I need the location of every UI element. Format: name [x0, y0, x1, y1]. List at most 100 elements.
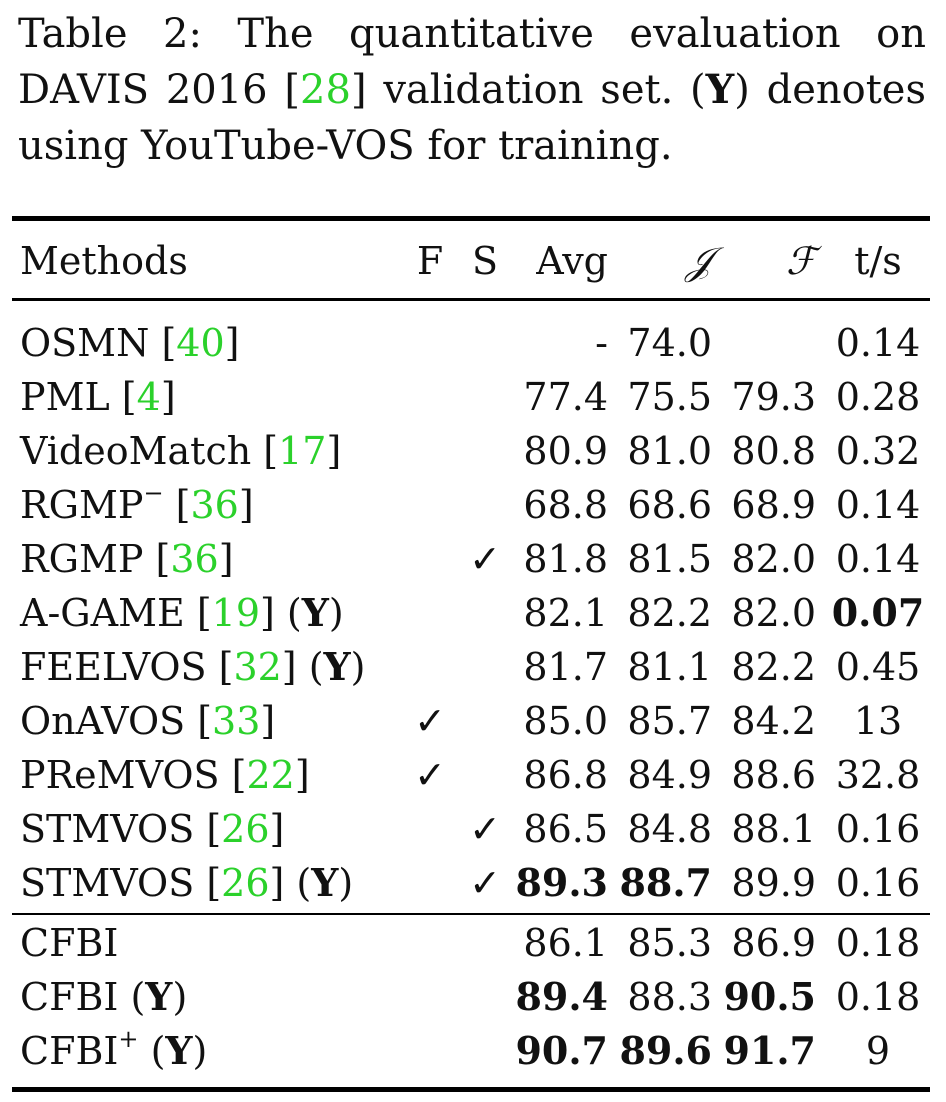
avg-value: 82.1 — [523, 591, 608, 635]
avg-value: 80.9 — [523, 429, 608, 473]
time-value: 0.14 — [835, 483, 921, 527]
s-check — [460, 972, 510, 1022]
f-measure-value: 79.3 — [731, 375, 816, 419]
time-value: 0.16 — [835, 807, 921, 851]
caption-suffix: ) denotes using YouTube-VOS for training… — [18, 67, 927, 169]
f-measure-value: 89.9 — [731, 861, 816, 905]
method-name: VideoMatch — [20, 429, 252, 473]
table-row-method: CFBI — [20, 918, 118, 968]
f-measure-value: 68.9 — [731, 483, 816, 527]
time-value: 13 — [853, 699, 903, 743]
time-value: 32.8 — [835, 753, 921, 797]
time-value: 0.14 — [835, 321, 921, 365]
table-caption: Table 2: The quantitative evaluation on … — [18, 11, 927, 169]
top-rule — [12, 216, 930, 221]
time-value: 0.45 — [835, 645, 921, 689]
f-check — [400, 804, 460, 854]
j-value: 85.3 — [627, 921, 712, 965]
avg-value: 81.8 — [523, 537, 608, 581]
j-value: 89.6 — [619, 1028, 712, 1073]
f-measure-value: 90.5 — [723, 974, 816, 1019]
table-row-method: STMVOS [26] (Y) — [20, 860, 354, 905]
method-name: OnAVOS — [20, 699, 186, 743]
s-check — [460, 318, 510, 368]
f-measure-value: 88.6 — [731, 753, 816, 797]
method-name: A-GAME — [20, 591, 185, 635]
s-check — [460, 372, 510, 422]
j-value: 88.7 — [619, 860, 712, 905]
method-superscript: + — [118, 1025, 139, 1054]
time-value: 9 — [865, 1029, 891, 1073]
f-check — [400, 372, 460, 422]
time-value: 0.18 — [835, 975, 921, 1019]
method-name: FEELVOS — [20, 645, 207, 689]
time-value: 0.16 — [835, 861, 921, 905]
table-row-method: VideoMatch [17] — [20, 429, 342, 473]
f-measure-value: 82.0 — [731, 591, 816, 635]
header-avg: Avg — [536, 239, 608, 283]
method-citation[interactable]: 33 — [212, 699, 261, 743]
j-value: 74.0 — [627, 321, 712, 365]
method-citation[interactable]: 19 — [211, 591, 260, 635]
f-check — [400, 480, 460, 530]
s-check — [460, 480, 510, 530]
table-row-method: STMVOS [26] — [20, 807, 285, 851]
method-name: CFBI — [20, 1029, 119, 1073]
f-measure-value: 82.0 — [731, 537, 816, 581]
method-name: RGMP — [20, 483, 144, 527]
table-row-method: A-GAME [19] (Y) — [20, 590, 344, 635]
s-check — [460, 918, 510, 968]
caption-citation[interactable]: 28 — [300, 67, 351, 113]
f-check — [400, 588, 460, 638]
youtube-vos-marker: Y — [145, 974, 173, 1019]
youtube-vos-marker: Y — [301, 590, 329, 635]
avg-value: 81.7 — [523, 645, 608, 689]
method-citation[interactable]: 40 — [176, 321, 225, 365]
method-citation[interactable]: 22 — [246, 753, 295, 797]
s-check — [460, 750, 510, 800]
f-measure-value — [716, 318, 816, 368]
f-measure-value: 86.9 — [731, 921, 816, 965]
j-value: 88.3 — [627, 975, 712, 1019]
header-f: F — [416, 239, 444, 283]
method-superscript: − — [143, 479, 164, 508]
f-check: ✓ — [414, 753, 446, 797]
f-check — [400, 642, 460, 692]
header-methods: Methods — [20, 239, 188, 283]
table-row-method: CFBI+ (Y) — [20, 1025, 208, 1073]
method-citation[interactable]: 26 — [221, 861, 270, 905]
bottom-rule — [12, 1087, 930, 1092]
j-value: 84.9 — [627, 753, 712, 797]
s-check: ✓ — [469, 861, 501, 905]
caption-prefix: Table 2: The quantitative evaluation on … — [18, 11, 926, 113]
header-f-measure: ℱ — [786, 239, 816, 283]
youtube-vos-marker: Y — [311, 860, 339, 905]
f-check — [400, 972, 460, 1022]
j-value: 85.7 — [627, 699, 712, 743]
method-citation[interactable]: 32 — [233, 645, 282, 689]
f-check — [400, 318, 460, 368]
method-citation[interactable]: 36 — [170, 537, 219, 581]
header-rule — [12, 298, 930, 301]
method-citation[interactable]: 4 — [136, 375, 161, 419]
j-value: 82.2 — [627, 591, 712, 635]
avg-value: 86.1 — [523, 921, 608, 965]
j-value: 81.1 — [627, 645, 712, 689]
s-check: ✓ — [469, 807, 501, 851]
s-check — [460, 588, 510, 638]
method-citation[interactable]: 17 — [278, 429, 327, 473]
header-s: S — [471, 239, 499, 283]
method-citation[interactable]: 26 — [221, 807, 270, 851]
time-value: 0.07 — [831, 590, 925, 635]
f-measure-value: 88.1 — [731, 807, 816, 851]
f-measure-value: 82.2 — [731, 645, 816, 689]
time-value: 0.32 — [835, 429, 921, 473]
f-check — [400, 918, 460, 968]
caption-mid: validation set. ( — [383, 67, 706, 113]
method-citation[interactable]: 36 — [190, 483, 239, 527]
avg-value: 77.4 — [523, 375, 608, 419]
midsection-rule — [12, 913, 930, 915]
method-name: RGMP — [20, 537, 144, 581]
table-row-method: CFBI (Y) — [20, 974, 188, 1019]
method-name: CFBI — [20, 921, 119, 965]
